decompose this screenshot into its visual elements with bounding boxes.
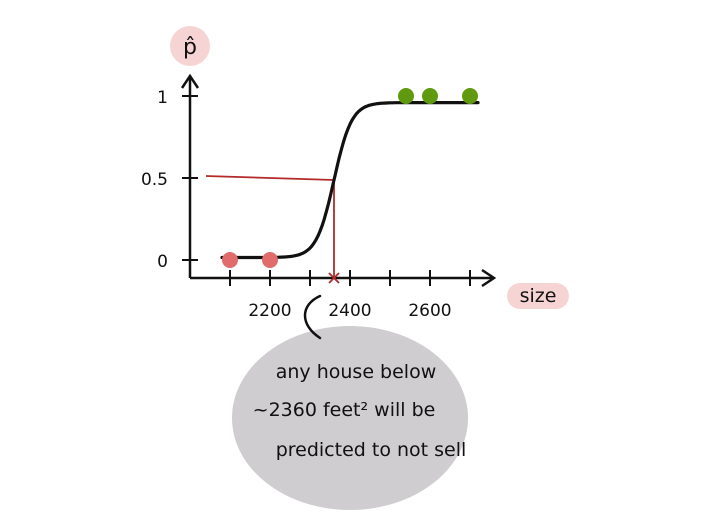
x-tick-label-2400: 2400 (328, 301, 371, 321)
annotation-line-1: any house below (276, 361, 437, 383)
y-tick-label-0: 0 (157, 252, 168, 272)
data-point (222, 252, 238, 268)
data-point (262, 252, 278, 268)
curve-group (220, 101, 480, 260)
x-tick-label-2200: 2200 (248, 301, 291, 321)
data-point (398, 88, 414, 104)
annotation-bubble (232, 326, 468, 510)
y-axis-label: p̂ (183, 35, 197, 60)
threshold-x-marker (328, 272, 340, 284)
axis-ticks: 2200 2400 2600 0 0.5 1 (141, 88, 471, 321)
sigmoid-curve (220, 101, 480, 260)
x-axis-label-bg (507, 283, 569, 309)
threshold-horizontal-line (205, 175, 335, 181)
annotation-pointer (303, 294, 322, 340)
points-group (222, 88, 478, 268)
y-tick-label-1: 1 (157, 88, 168, 108)
data-point (422, 88, 438, 104)
x-axis-label: size (520, 285, 557, 307)
y-axis-arrow (180, 73, 200, 89)
x-tick-label-2600: 2600 (408, 301, 451, 321)
annotation-line-3: predicted to not sell (276, 439, 467, 461)
y-axis-label-bg (170, 26, 210, 66)
x-axis-arrow (481, 268, 497, 288)
y-tick-label-0.5: 0.5 (141, 170, 168, 190)
data-point (462, 88, 478, 104)
annotation-line-2: ~2360 feet² will be (253, 399, 436, 421)
threshold-lines (205, 175, 340, 284)
